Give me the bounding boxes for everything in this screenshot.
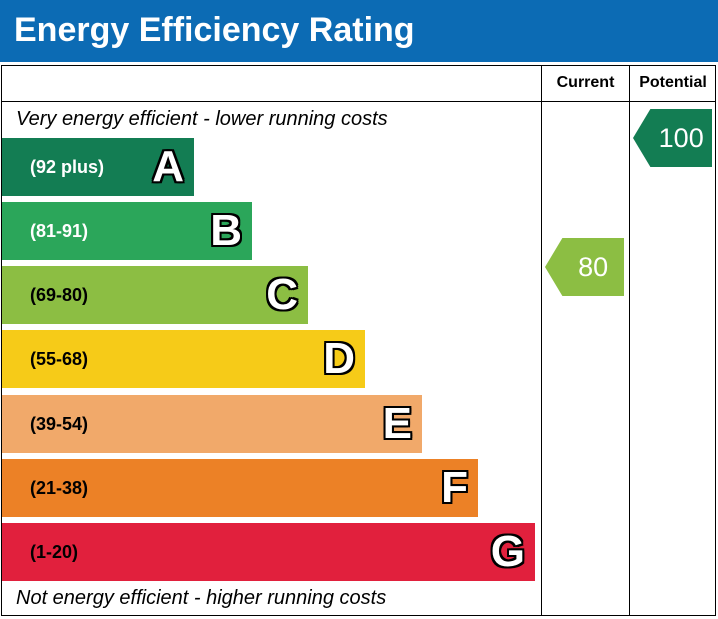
band-a-letter: A — [152, 142, 184, 191]
rating-table — [1, 65, 716, 616]
band-b-letter: B — [210, 206, 242, 255]
potential-column-header: Potential — [639, 74, 707, 91]
band-d: (55-68) D — [2, 330, 365, 388]
bottom-note: Not energy efficient - higher running co… — [16, 587, 387, 609]
band-g-letter: G — [490, 527, 525, 576]
current-column-header: Current — [556, 74, 615, 91]
header-bar: Energy Efficiency Rating — [0, 0, 718, 62]
band-d-range: (55-68) — [30, 349, 89, 369]
current-rating-arrow: 80 — [545, 238, 624, 296]
current-rating-value: 80 — [578, 252, 609, 282]
band-e-letter: E — [382, 399, 412, 448]
band-d-letter: D — [323, 334, 355, 383]
band-f: (21-38) F — [2, 459, 478, 517]
top-note: Very energy efficient - lower running co… — [16, 108, 388, 130]
band-a: (92 plus) A — [2, 138, 194, 196]
potential-rating-arrow: 100 — [633, 109, 712, 167]
chart-title: Energy Efficiency Rating — [14, 11, 415, 49]
band-e-range: (39-54) — [30, 414, 89, 434]
band-f-letter: F — [441, 463, 468, 512]
band-g-range: (1-20) — [30, 542, 79, 562]
column-divider-current — [541, 65, 542, 616]
column-divider-potential — [629, 65, 630, 616]
band-c-letter: C — [266, 270, 298, 319]
band-c-range: (69-80) — [30, 285, 89, 305]
band-e: (39-54) E — [2, 395, 422, 453]
band-g: (1-20) G — [2, 523, 535, 581]
potential-rating-value: 100 — [658, 123, 704, 153]
band-c: (69-80) C — [2, 266, 308, 324]
band-f-range: (21-38) — [30, 478, 89, 498]
band-b: (81-91) B — [2, 202, 252, 260]
band-a-range: (92 plus) — [30, 157, 105, 177]
header-divider — [1, 101, 716, 102]
band-b-range: (81-91) — [30, 221, 89, 241]
